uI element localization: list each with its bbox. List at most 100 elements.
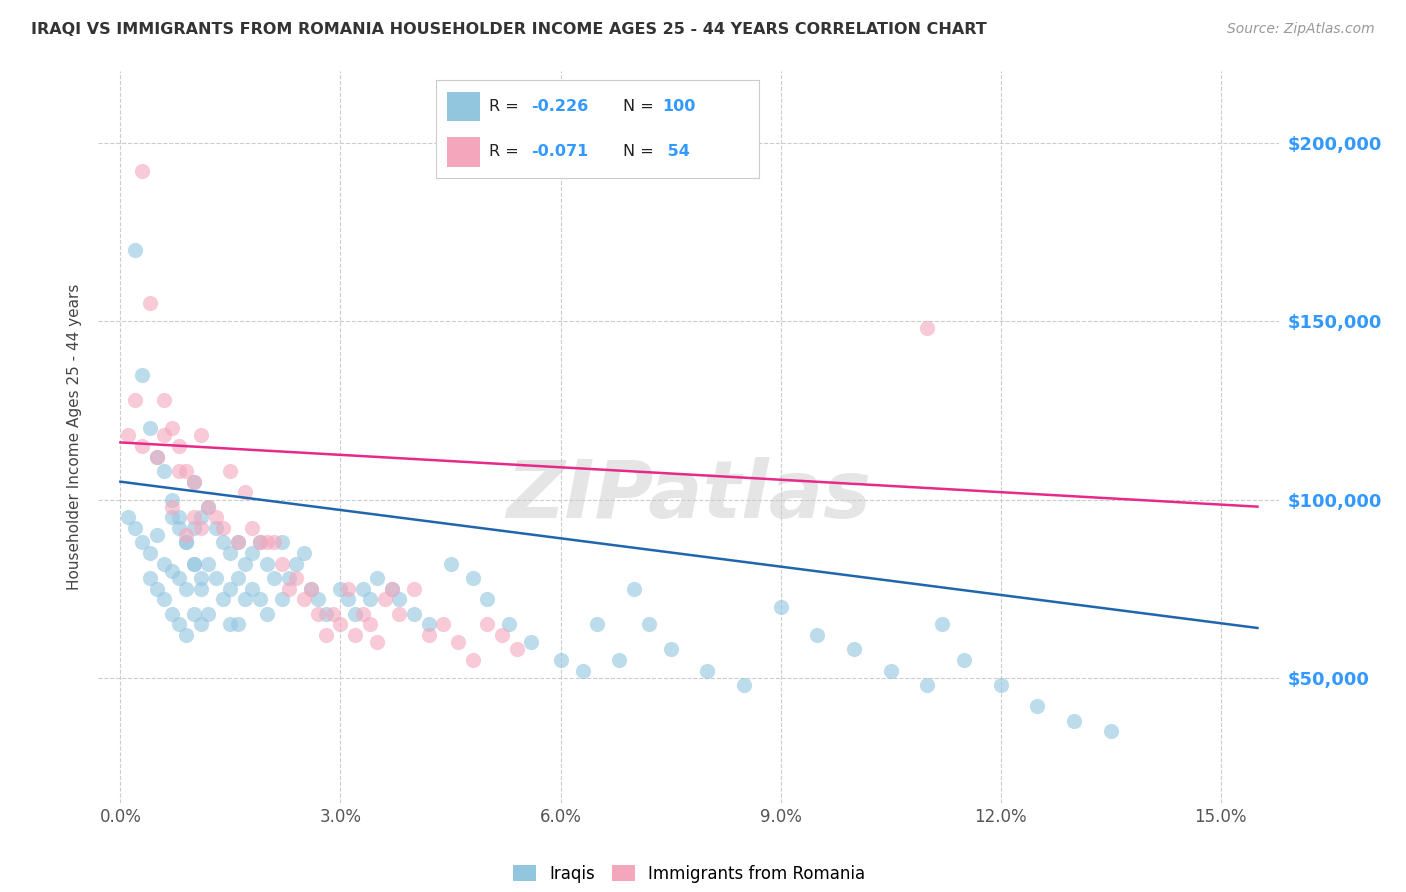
- Point: [352, 582, 374, 596]
- Point: [190, 571, 212, 585]
- Point: [124, 521, 146, 535]
- Point: [212, 521, 235, 535]
- Point: [402, 607, 425, 621]
- Point: [183, 521, 205, 535]
- Point: [233, 485, 256, 500]
- Point: [388, 607, 411, 621]
- Point: [308, 607, 330, 621]
- Y-axis label: Householder Income Ages 25 - 44 years: Householder Income Ages 25 - 44 years: [67, 284, 83, 591]
- Point: [344, 628, 367, 642]
- Point: [1063, 714, 1085, 728]
- Point: [212, 592, 235, 607]
- Point: [167, 521, 190, 535]
- Point: [256, 535, 278, 549]
- Point: [359, 617, 381, 632]
- Point: [505, 642, 527, 657]
- Point: [659, 642, 682, 657]
- Text: 100: 100: [662, 99, 696, 114]
- Point: [249, 592, 271, 607]
- Point: [263, 571, 285, 585]
- Point: [263, 535, 285, 549]
- Point: [477, 617, 499, 632]
- Point: [167, 510, 190, 524]
- Point: [160, 607, 183, 621]
- Point: [285, 571, 308, 585]
- Point: [931, 617, 953, 632]
- Point: [498, 617, 520, 632]
- Point: [278, 571, 301, 585]
- Point: [461, 571, 484, 585]
- Point: [160, 564, 183, 578]
- Point: [366, 571, 388, 585]
- Point: [167, 439, 190, 453]
- Point: [226, 535, 249, 549]
- Text: R =: R =: [489, 145, 524, 160]
- Point: [153, 557, 176, 571]
- FancyBboxPatch shape: [447, 137, 479, 167]
- Text: Source: ZipAtlas.com: Source: ZipAtlas.com: [1227, 22, 1375, 37]
- Text: 54: 54: [662, 145, 690, 160]
- Point: [167, 617, 190, 632]
- Point: [285, 557, 308, 571]
- Point: [131, 368, 153, 382]
- Point: [176, 464, 198, 478]
- Point: [190, 428, 212, 442]
- Point: [1026, 699, 1049, 714]
- Point: [432, 617, 454, 632]
- Point: [270, 592, 292, 607]
- Point: [637, 617, 659, 632]
- Point: [292, 546, 315, 560]
- Point: [139, 546, 162, 560]
- Point: [153, 592, 176, 607]
- Point: [270, 557, 292, 571]
- Point: [219, 546, 242, 560]
- Point: [336, 582, 359, 596]
- Point: [190, 582, 212, 596]
- Point: [233, 557, 256, 571]
- Point: [733, 678, 755, 692]
- Legend: Iraqis, Immigrants from Romania: Iraqis, Immigrants from Romania: [506, 858, 872, 889]
- Point: [388, 592, 411, 607]
- Text: -0.071: -0.071: [531, 145, 589, 160]
- Point: [160, 492, 183, 507]
- Point: [153, 464, 176, 478]
- Point: [219, 617, 242, 632]
- Point: [550, 653, 572, 667]
- Text: IRAQI VS IMMIGRANTS FROM ROMANIA HOUSEHOLDER INCOME AGES 25 - 44 YEARS CORRELATI: IRAQI VS IMMIGRANTS FROM ROMANIA HOUSEHO…: [31, 22, 987, 37]
- Point: [1099, 724, 1122, 739]
- Point: [153, 392, 176, 407]
- Point: [183, 557, 205, 571]
- Point: [160, 421, 183, 435]
- Point: [226, 571, 249, 585]
- FancyBboxPatch shape: [447, 92, 479, 121]
- Point: [990, 678, 1012, 692]
- Point: [204, 521, 226, 535]
- Point: [176, 582, 198, 596]
- Point: [160, 500, 183, 514]
- Text: R =: R =: [489, 99, 524, 114]
- Point: [139, 296, 162, 310]
- Point: [381, 582, 404, 596]
- Point: [117, 428, 139, 442]
- Point: [491, 628, 513, 642]
- Point: [124, 243, 146, 257]
- Point: [117, 510, 139, 524]
- Point: [842, 642, 865, 657]
- Point: [249, 535, 271, 549]
- Point: [607, 653, 630, 667]
- Point: [242, 582, 264, 596]
- Point: [586, 617, 609, 632]
- Point: [329, 617, 352, 632]
- Point: [190, 617, 212, 632]
- Point: [183, 607, 205, 621]
- Point: [366, 635, 388, 649]
- Point: [418, 617, 440, 632]
- Point: [176, 628, 198, 642]
- Point: [160, 510, 183, 524]
- Point: [167, 464, 190, 478]
- Point: [139, 571, 162, 585]
- Point: [299, 582, 322, 596]
- Point: [373, 592, 395, 607]
- Point: [233, 592, 256, 607]
- Point: [278, 582, 301, 596]
